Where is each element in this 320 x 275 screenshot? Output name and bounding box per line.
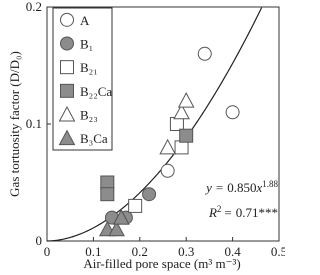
legend-label: B₃Ca	[80, 131, 108, 146]
x-tick-label: 0.2	[132, 244, 148, 259]
legend-label: B₂₂Ca	[80, 84, 112, 99]
marker	[169, 117, 184, 131]
legend-marker	[60, 83, 74, 98]
legend-label: B₂₁	[80, 60, 98, 75]
fit-x: x	[255, 180, 262, 195]
y-axis-label: Gas tortuosity factor (D/D₀)	[7, 51, 22, 197]
r2-power: 2	[217, 204, 222, 214]
marker	[108, 220, 125, 237]
legend-marker	[60, 12, 74, 27]
marker	[100, 187, 115, 202]
fit-equation: y = 0.850x1.88	[204, 179, 278, 195]
marker	[160, 163, 175, 178]
x-tick-label: 0.1	[85, 244, 101, 259]
x-tick-label: 0	[44, 244, 51, 259]
r2-value: 0.71***	[236, 205, 278, 220]
legend-marker	[58, 105, 76, 122]
marker	[177, 92, 195, 108]
y-tick-label: 0	[36, 233, 43, 248]
chart: Gas tortuosity factor (D/D₀) Air-filled …	[7, 0, 285, 271]
r2-equals: =	[224, 205, 231, 220]
fit-y: y	[204, 180, 212, 195]
marker	[174, 140, 189, 155]
marker	[100, 175, 115, 190]
y-tick-label: 0.1	[26, 116, 42, 131]
legend-marker	[60, 36, 74, 51]
x-tick-label: 0.4	[224, 244, 241, 259]
x-axis-label: Air-filled pore space (m³ m⁻³)	[83, 256, 240, 271]
legend-marker	[60, 60, 74, 75]
fit-r2: R2 = 0.71***	[208, 204, 278, 220]
marker	[179, 128, 194, 143]
legend-label: A	[80, 13, 90, 28]
marker	[128, 198, 143, 213]
fit-equals: =	[216, 180, 223, 195]
fit-coefficient: 0.850	[227, 180, 256, 195]
legend-box	[52, 7, 113, 151]
marker	[142, 187, 157, 202]
marker	[197, 46, 212, 61]
marker	[225, 105, 240, 120]
fit-exponent: 1.88	[262, 179, 278, 189]
x-tick-label: 0.3	[178, 244, 194, 259]
legend-label: B₂₃	[80, 108, 98, 123]
legend-label: B₁	[80, 37, 93, 52]
y-tick-label: 0.2	[26, 0, 42, 14]
marker	[159, 138, 176, 155]
marker	[173, 103, 190, 120]
fit-curve	[46, 7, 263, 242]
legend-marker	[58, 129, 76, 146]
r2-symbol: R	[208, 205, 217, 220]
x-tick-label: 0.5	[271, 244, 285, 259]
marker	[112, 209, 130, 225]
